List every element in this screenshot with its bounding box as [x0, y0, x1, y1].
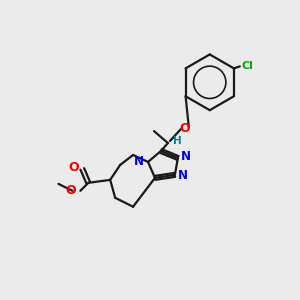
Text: N: N: [181, 151, 191, 164]
Text: O: O: [66, 184, 76, 197]
Text: O: O: [69, 161, 79, 174]
Text: N: N: [178, 169, 188, 182]
Text: Cl: Cl: [242, 61, 254, 71]
Text: O: O: [179, 122, 190, 135]
Text: H: H: [173, 136, 182, 146]
Text: N: N: [134, 155, 144, 168]
